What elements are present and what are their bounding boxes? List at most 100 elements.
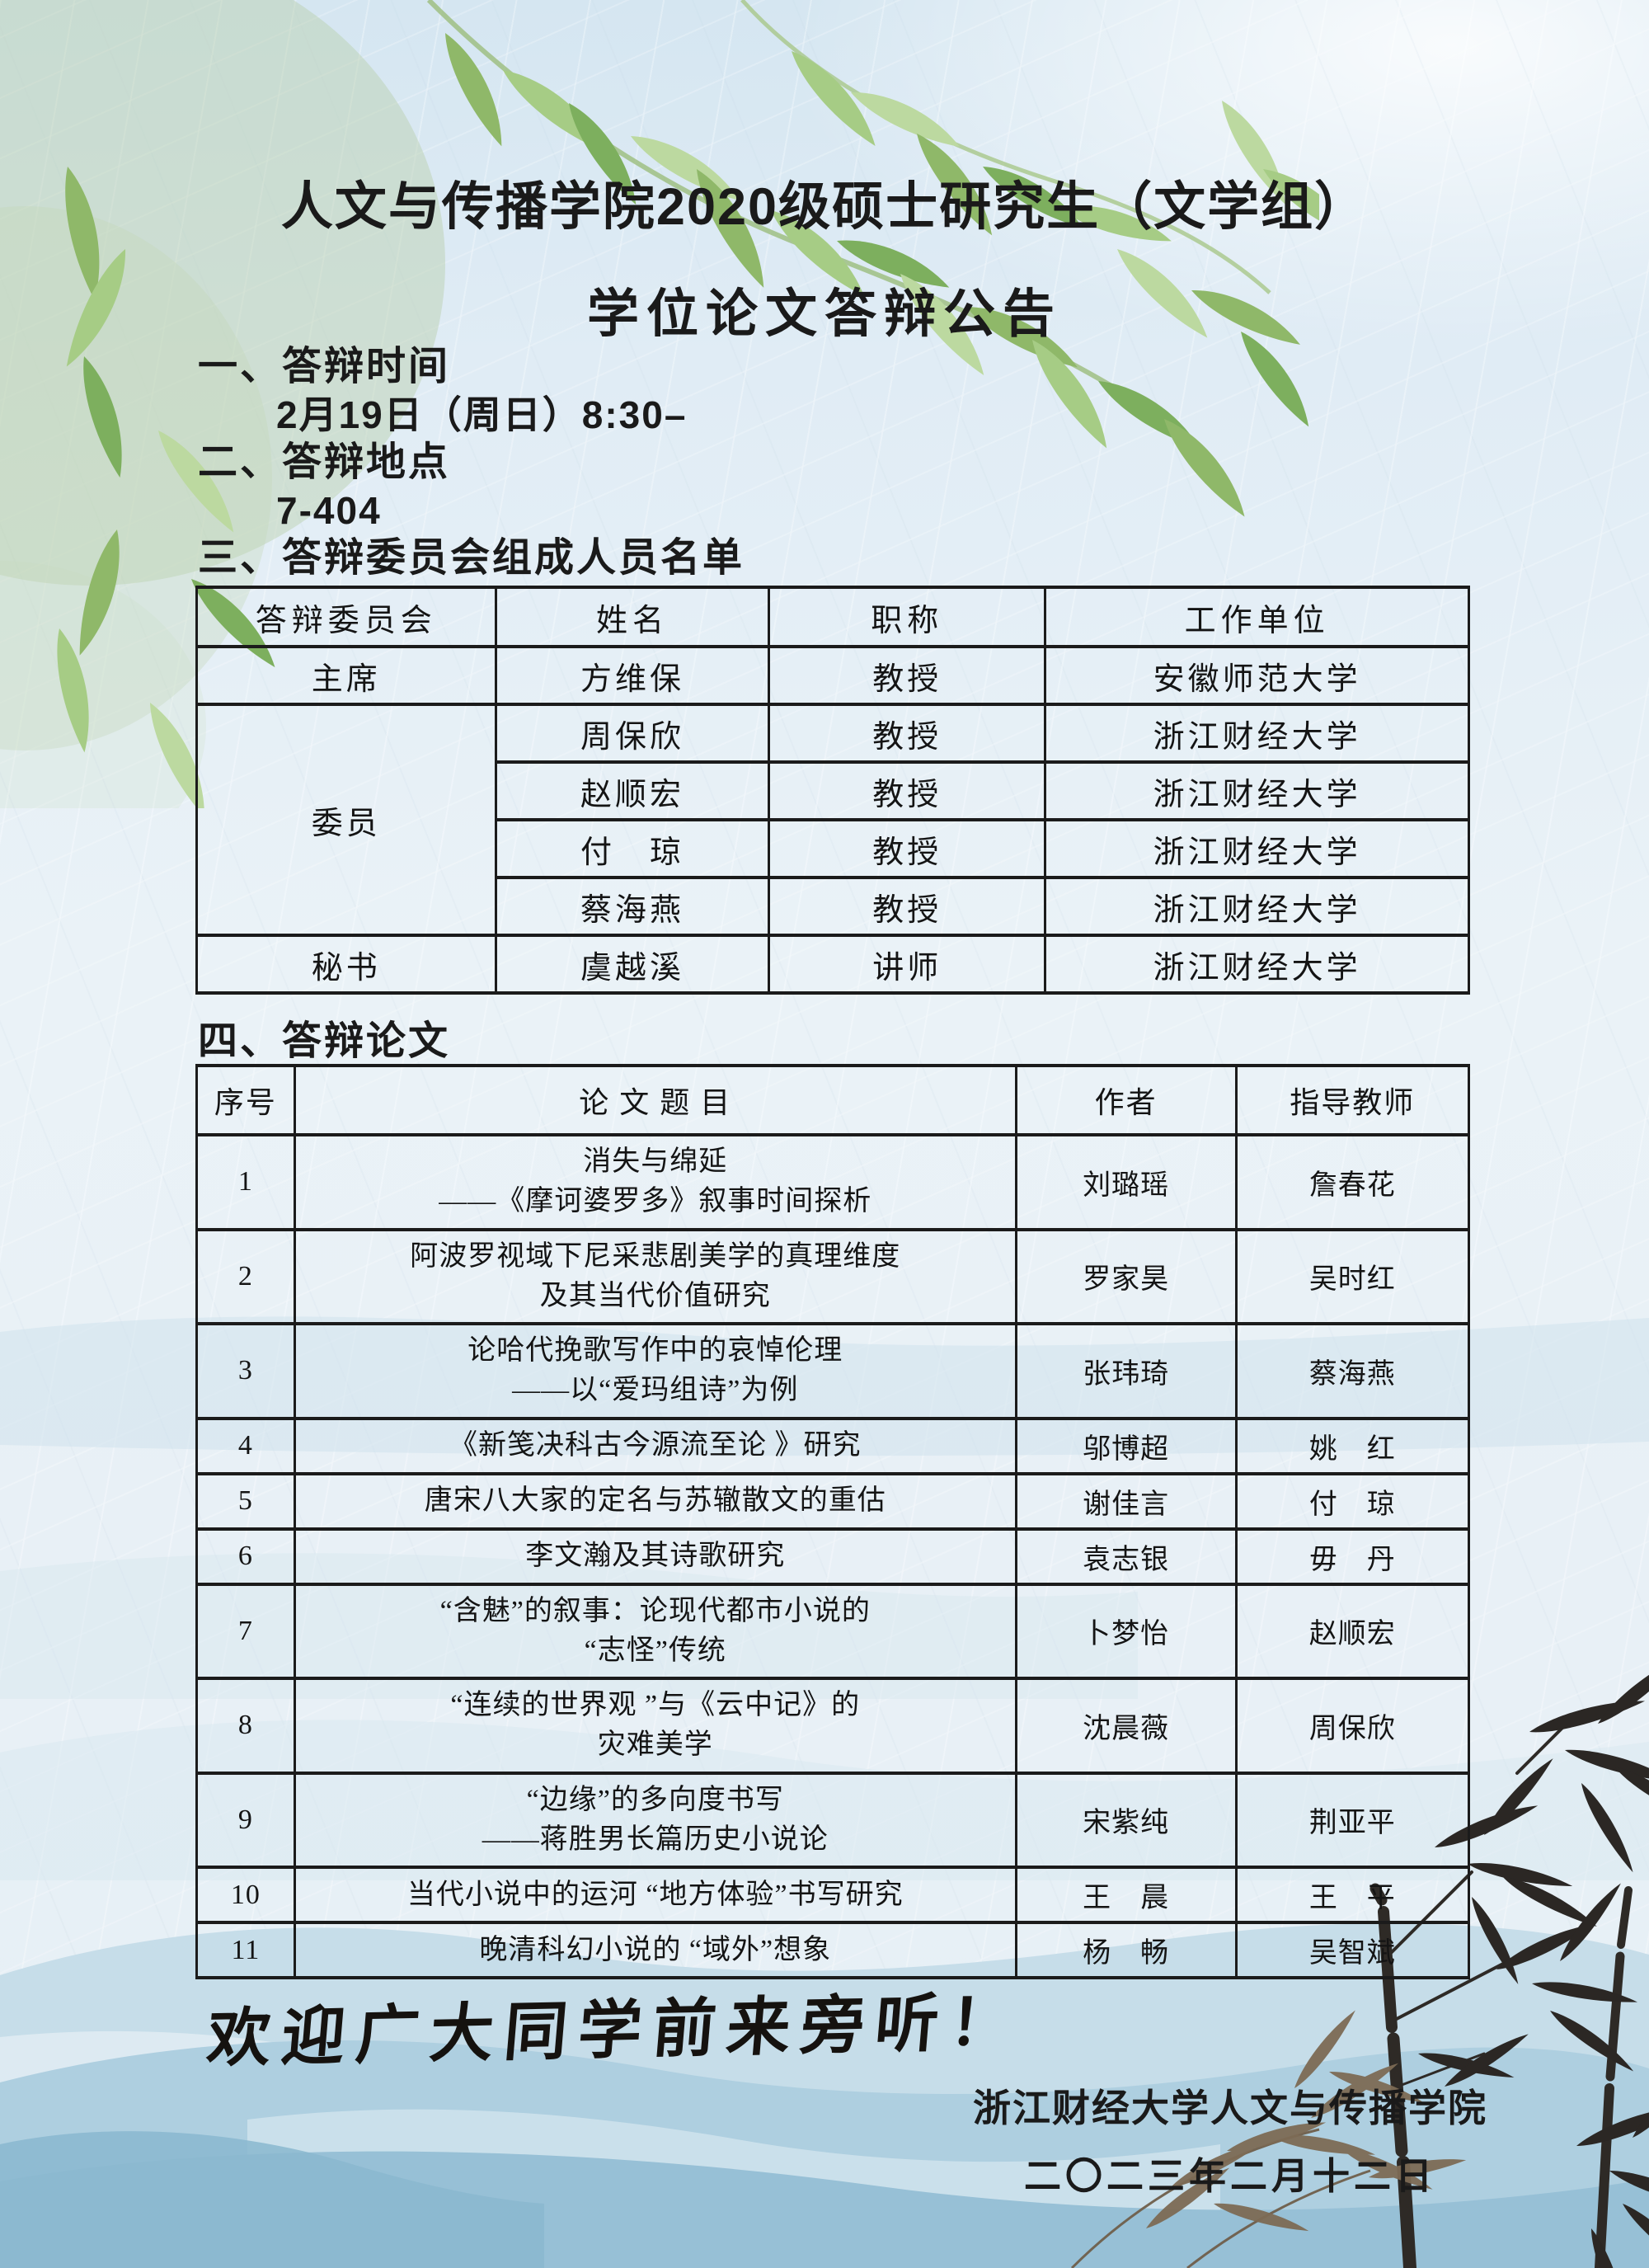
thesis-title-line: 《新笺决科古今源流至论 》研究: [449, 1429, 862, 1461]
section-committee-label: 三、答辩委员会组成人员名单: [198, 536, 745, 580]
thesis-no: 5: [195, 1471, 296, 1531]
thesis-author: 宋紫纯: [1014, 1771, 1238, 1870]
committee-name-cell: 周保欣: [494, 703, 771, 764]
thesis-advisor: 吴智斌: [1234, 1921, 1471, 1980]
committee-title-cell: 教授: [768, 645, 1047, 706]
thesis-title: 《新笺决科古今源流至论 》研究: [293, 1416, 1017, 1475]
thesis-advisor: 荆亚平: [1234, 1771, 1471, 1870]
committee-header-name: 姓名: [494, 586, 771, 648]
thesis-row: 4 《新笺决科古今源流至论 》研究 邬博超姚 红: [195, 1416, 1471, 1475]
thesis-row: 3 论哈代挽歌写作中的哀悼伦理 ——以“爱玛组诗”为例 张玮琦 蔡海燕: [195, 1322, 1471, 1420]
committee-name-cell: 虞越溪: [494, 934, 771, 995]
thesis-title-line: “志怪”传统: [584, 1635, 726, 1666]
thesis-no: 9: [195, 1771, 296, 1870]
thesis-title-line: “含魅”的叙事：论现代都市小说的: [439, 1595, 871, 1626]
thesis-title: 唐宋八大家的定名与苏辙散文的重估: [293, 1471, 1017, 1531]
thesis-title-line: 及其当代价值研究: [539, 1280, 771, 1311]
committee-row-member: 蔡海燕 教授 浙江财经大学: [197, 876, 1470, 937]
committee-org-cell: 浙江财经大学: [1044, 818, 1470, 879]
thesis-title: 论哈代挽歌写作中的哀悼伦理 ——以“爱玛组诗”为例: [293, 1322, 1017, 1420]
thesis-title: “含魅”的叙事：论现代都市小说的 “志怪”传统: [293, 1582, 1017, 1681]
thesis-row: 8 “连续的世界观 ”与《云中记》的 灾难美学 沈晨薇 周保欣: [195, 1677, 1471, 1775]
thesis-title: “边缘”的多向度书写 ——蒋胜男长篇历史小说论: [293, 1771, 1017, 1870]
committee-header-row: 答辩委员会 姓名 职称 工作单位: [195, 586, 1470, 648]
thesis-row: 11 晚清科幻小说的 “域外”想象 杨 畅吴智斌: [195, 1921, 1471, 1980]
committee-title-cell: 讲师: [768, 934, 1047, 995]
committee-role-cell: 秘书: [195, 934, 497, 995]
committee-org-cell: 浙江财经大学: [1044, 703, 1470, 764]
info-sections: 一、答辩时间 2月19日（周日）8:30– 二、答辩地点 7-404 三、答辩委…: [198, 343, 745, 582]
committee-org-cell: 浙江财经大学: [1044, 876, 1470, 937]
thesis-advisor: 周保欣: [1234, 1677, 1471, 1775]
thesis-title: 消失与绵延 ——《摩诃婆罗多》叙事时间探析: [293, 1133, 1017, 1231]
committee-title-cell: 教授: [768, 876, 1047, 937]
thesis-no: 2: [195, 1227, 296, 1326]
thesis-no: 4: [195, 1416, 296, 1475]
committee-role-cell: 委员: [195, 703, 497, 937]
page-title: 人文与传播学院2020级硕士研究生（文学组）: [280, 178, 1369, 236]
thesis-author: 谢佳言: [1014, 1471, 1238, 1531]
committee-org-cell: 浙江财经大学: [1044, 934, 1470, 995]
thesis-title-line: 消失与绵延: [583, 1146, 728, 1177]
thesis-no: 11: [195, 1921, 296, 1980]
committee-org-cell: 安徽师范大学: [1044, 645, 1470, 706]
committee-name-cell: 蔡海燕: [494, 876, 771, 937]
page-subtitle: 学位论文答辩公告: [587, 285, 1062, 343]
thesis-title-line: ——以“爱玛组诗”为例: [512, 1375, 799, 1406]
thesis-author: 王 晨: [1014, 1866, 1238, 1925]
thesis-title: 阿波罗视域下尼采悲剧美学的真理维度 及其当代价值研究: [293, 1227, 1017, 1326]
thesis-advisor: 付 琼: [1234, 1471, 1471, 1531]
thesis-advisor: 蔡海燕: [1234, 1322, 1471, 1420]
thesis-advisor: 赵顺宏: [1234, 1582, 1471, 1681]
thesis-row: 6 李文瀚及其诗歌研究 袁志银毋 丹: [195, 1527, 1471, 1586]
committee-header-role: 答辩委员会: [195, 586, 497, 648]
committee-name-cell: 赵顺宏: [494, 760, 771, 821]
committee-name-cell: 付 琼: [494, 818, 771, 879]
thesis-author: 袁志银: [1014, 1527, 1238, 1586]
thesis-header-no: 序号: [195, 1064, 296, 1136]
thesis-advisor: 毋 丹: [1234, 1527, 1471, 1586]
thesis-table-body: 1 消失与绵延 ——《摩诃婆罗多》叙事时间探析 刘璐瑶 詹春花 2 阿波罗视域下尼采悲剧美学…: [195, 1133, 1471, 1980]
thesis-header-row: 序号 论 文 题 目 作者 指导教师: [195, 1064, 1471, 1136]
thesis-no: 1: [195, 1133, 296, 1231]
thesis-advisor: 姚 红: [1234, 1416, 1471, 1475]
thesis-advisor: 吴时红: [1234, 1227, 1471, 1326]
committee-title-cell: 教授: [768, 760, 1047, 821]
thesis-header-advisor: 指导教师: [1234, 1064, 1471, 1136]
thesis-author: 张玮琦: [1014, 1322, 1238, 1420]
thesis-title: 晚清科幻小说的 “域外”想象: [293, 1921, 1017, 1980]
footer-date: 二〇二三年二月十二日: [1023, 2155, 1436, 2197]
thesis-title-line: ——《摩诃婆罗多》叙事时间探析: [439, 1186, 872, 1217]
section-time-value: 2月19日（周日）8:30–: [276, 393, 688, 436]
thesis-row: 10 当代小说中的运河 “地方体验”书写研究 王 晨王 平: [195, 1866, 1471, 1925]
thesis-title-line: “连续的世界观 ”与《云中记》的: [450, 1690, 861, 1721]
committee-row-member: 委员 周保欣 教授 浙江财经大学: [195, 703, 1470, 937]
committee-title-cell: 教授: [768, 818, 1047, 879]
thesis-no: 8: [195, 1677, 296, 1775]
section-theses-label: 四、答辩论文: [198, 1019, 451, 1063]
thesis-author: 杨 畅: [1014, 1921, 1238, 1980]
thesis-author: 沈晨薇: [1014, 1677, 1238, 1775]
thesis-title-line: 李文瀚及其诗歌研究: [525, 1540, 786, 1571]
thesis-title-line: “边缘”的多向度书写: [526, 1784, 784, 1815]
thesis-table: 序号 论 文 题 目 作者 指导教师 1 消失与绵延 ——《摩诃婆罗多》叙事时间探析…: [195, 1064, 1471, 1980]
thesis-title: “连续的世界观 ”与《云中记》的 灾难美学: [293, 1677, 1017, 1775]
committee-name-cell: 方维保: [494, 645, 771, 706]
thesis-row: 7 “含魅”的叙事：论现代都市小说的 “志怪”传统 卜梦怡 赵顺宏: [195, 1582, 1471, 1681]
thesis-no: 7: [195, 1582, 296, 1681]
thesis-no: 10: [195, 1866, 296, 1925]
section-time-label: 一、答辩时间: [198, 345, 451, 388]
thesis-no: 3: [195, 1322, 296, 1420]
welcome-calligraphy: 欢迎广大同学前来旁听！: [204, 1984, 1027, 2077]
thesis-header-title: 论 文 题 目: [293, 1064, 1017, 1136]
thesis-title-line: 唐宋八大家的定名与苏辙散文的重估: [424, 1485, 886, 1516]
committee-table: 答辩委员会 姓名 职称 工作单位 主席 方维保 教授 安徽师范大学 委员 周保欣…: [195, 586, 1470, 995]
thesis-header-author: 作者: [1014, 1064, 1238, 1136]
thesis-author: 邬博超: [1014, 1416, 1238, 1475]
section-place-value: 7-404: [276, 489, 382, 532]
thesis-author: 卜梦怡: [1014, 1582, 1238, 1681]
thesis-title: 李文瀚及其诗歌研究: [293, 1527, 1017, 1586]
committee-title-cell: 教授: [768, 703, 1047, 764]
